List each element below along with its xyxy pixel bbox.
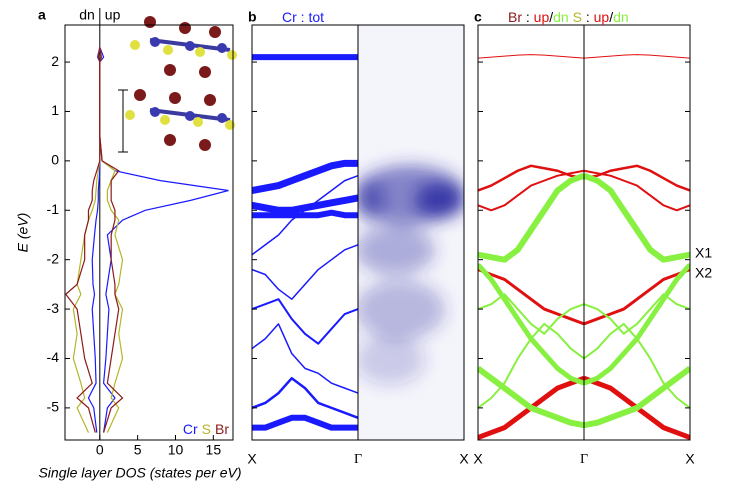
x-tick-label: 10 [168,442,184,458]
band [478,293,585,335]
k-point-label: Γ [354,452,362,467]
band [583,54,690,59]
band [252,174,359,256]
k-point-label: X [247,451,257,467]
title-part: Br [508,9,522,25]
band [252,376,359,419]
y-tick-label: -4 [47,349,60,365]
title-part: / [549,9,553,25]
panel-label: c [474,9,482,25]
band [478,322,585,409]
band [478,54,585,59]
legend-entry: Br [215,421,229,437]
y-axis-label: E (eV) [15,213,31,253]
y-tick-label: 2 [51,53,59,69]
band [478,169,585,212]
y-tick-label: 0 [51,152,59,168]
title-part: S [569,9,582,25]
title-part: dn [613,9,629,25]
title-part: up [594,9,610,25]
annotation: X1 [695,245,712,261]
k-point-label: X [685,451,695,467]
band [252,414,358,431]
band [583,365,690,429]
band [582,172,690,263]
spin-label: dn [79,7,95,23]
legend-entry: S [202,421,211,437]
k-point-label: X [459,451,469,467]
panel-label: a [38,7,46,23]
spectral-shading [358,25,464,440]
title-part: up [534,9,550,25]
band [478,268,585,326]
band [583,293,690,335]
band [583,268,690,326]
legend: Cr S Br [183,421,229,437]
y-tick-label: 1 [51,102,59,118]
band [478,365,585,429]
bands [478,54,690,440]
dos-up-line [99,47,124,433]
y-tick-label: -5 [47,399,60,415]
x-tick-label: 5 [134,442,142,458]
y-tick-label: -3 [47,300,60,316]
panel-title: Cr : tot [282,9,324,25]
title-part: : [582,9,594,25]
plot-frame [64,24,234,441]
title-part: / [609,9,613,25]
band [252,244,359,300]
title-part: dn [553,9,569,25]
x-axis-label: Single layer DOS (states per eV) [38,465,241,481]
band [252,209,358,219]
band [252,323,359,394]
x-tick-label: 15 [206,442,222,458]
dos-dn-line [64,47,101,433]
panel-title: Br : up/dn S : up/dn [508,9,629,25]
band [583,169,690,212]
band [583,322,690,409]
title-part: Cr : tot [282,9,324,25]
k-point-label: Γ [580,452,588,467]
legend-entry: Cr [183,421,198,437]
title-part: : [522,9,534,25]
k-point-label: X [473,451,483,467]
x-tick-label: 0 [96,442,104,458]
band [478,172,586,263]
panel-label: b [248,9,257,25]
band [252,298,359,345]
band [252,159,358,194]
bands [252,54,359,431]
band [252,194,359,214]
y-tick-label: -1 [47,201,60,217]
crystal-inset [118,16,237,153]
spin-label: up [105,7,121,23]
y-tick-label: -2 [47,250,60,266]
annotation: X2 [695,265,712,281]
